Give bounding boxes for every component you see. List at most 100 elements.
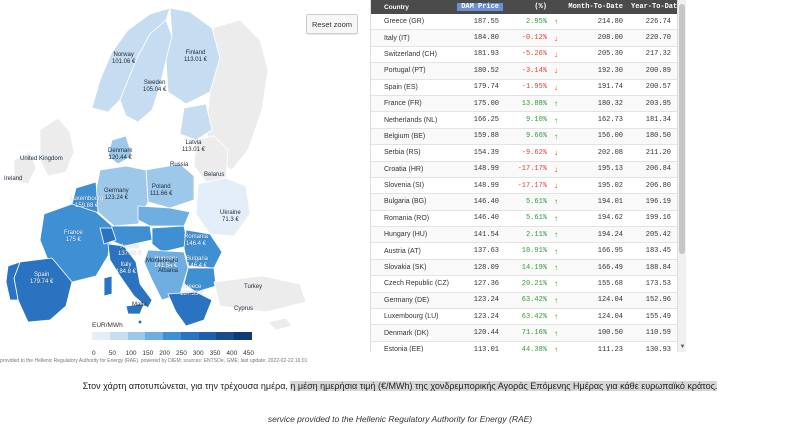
header-dam-price[interactable]: DAM Price	[457, 3, 503, 11]
cell-month-to-date: 194.24	[597, 230, 623, 239]
map-region-finland	[165, 7, 221, 105]
cell-month-to-date: 195.13	[597, 165, 623, 174]
map-region-united-kingdom	[39, 117, 75, 177]
cell-country: Belgium (BE)	[384, 132, 426, 140]
cell-dam-price: 159.88	[473, 132, 499, 141]
legend-tick: 250	[175, 350, 187, 357]
cell-country: Germany (DE)	[384, 296, 430, 304]
cell-year-to-date: 173.53	[645, 279, 671, 288]
cell-month-to-date: 180.32	[597, 99, 623, 108]
table-row[interactable]: Slovakia (SK) 128.09 14.19% ↑ 166.49 188.84	[371, 259, 686, 277]
cell-pct-change: 13.88%	[521, 99, 547, 108]
map-region-baltics	[179, 103, 213, 141]
legend-tick: 400	[226, 350, 238, 357]
table-row[interactable]: Romania (RO) 146.40 5.61% ↑ 194.62 199.16	[371, 211, 686, 228]
cell-month-to-date: 166.49	[597, 263, 623, 272]
cell-pct-change: -5.26%	[521, 50, 547, 59]
legend-color-scale	[92, 332, 253, 340]
table-header: Country DAM Price (%) Month-To-Date Year…	[371, 0, 686, 14]
map-region-greece	[167, 291, 213, 327]
cell-country: Croatia (HR)	[384, 165, 424, 173]
arrow-down-icon: ↓	[554, 181, 558, 191]
map-region-cyprus	[267, 317, 293, 331]
arrow-down-icon: ↓	[554, 164, 558, 174]
cell-year-to-date: 180.50	[645, 132, 671, 141]
cell-dam-price: 113.01	[473, 345, 499, 353]
arrow-up-icon: ↑	[554, 345, 558, 352]
legend-tick: 200	[159, 350, 171, 357]
cell-country: Portugal (PT)	[384, 67, 426, 75]
table-row[interactable]: Portugal (PT) 180.52 -3.14% ↓ 192.30 200.89	[371, 63, 686, 80]
arrow-up-icon: ↑	[554, 115, 558, 125]
table-row[interactable]: Hungary (HU) 141.54 2.11% ↑ 194.24 205.42	[371, 227, 686, 244]
cell-country: Serbia (RS)	[384, 149, 421, 157]
legend-swatch	[216, 332, 235, 340]
table-row[interactable]: France (FR) 175.00 13.88% ↑ 180.32 203.95	[371, 95, 686, 113]
cell-country: Italy (IT)	[384, 34, 410, 42]
table-row[interactable]: Netherlands (NL) 166.25 9.10% ↑ 162.73 181.34	[371, 112, 686, 129]
table-row[interactable]: Serbia (RS) 154.39 -9.62% ↓ 202.08 211.20	[371, 145, 686, 162]
table-row[interactable]: Bulgaria (BG) 146.40 5.61% ↑ 194.01 196.19	[371, 194, 686, 211]
cell-pct-change: 2.95%	[525, 17, 547, 26]
arrow-up-icon: ↑	[554, 213, 558, 223]
header-pct[interactable]: (%)	[534, 3, 547, 11]
legend-swatch	[180, 332, 199, 340]
cell-pct-change: -17.17%	[517, 181, 547, 190]
map-region-ireland	[13, 151, 37, 185]
table-row[interactable]: Germany (DE) 123.24 63.42% ↑ 124.04 152.96	[371, 292, 686, 310]
table-row[interactable]: Czech Republic (CZ) 127.36 20.21% ↑ 155.68 17…	[371, 276, 686, 293]
table-row[interactable]: Austria (AT) 137.63 18.91% ↑ 166.95 183.45	[371, 243, 686, 260]
table-row[interactable]: Belgium (BE) 159.88 9.66% ↑ 156.00 180.50	[371, 128, 686, 146]
cell-pct-change: 9.10%	[525, 116, 547, 125]
header-month-to-date[interactable]: Month-To-Date	[568, 3, 623, 11]
header-country[interactable]: Country	[384, 3, 409, 11]
cell-dam-price: 148.99	[473, 165, 499, 174]
cell-dam-price: 184.80	[473, 34, 499, 43]
scroll-down-arrow-icon[interactable]: ▼	[679, 344, 686, 350]
map-region-hungary	[151, 225, 189, 253]
map-region-russia	[205, 19, 269, 171]
map-label-norway: Norway 101.06 €	[112, 52, 136, 65]
cell-year-to-date: 196.19	[645, 197, 671, 206]
legend-swatch	[127, 332, 146, 340]
table-scrollbar[interactable]: ▼	[677, 0, 686, 352]
map-label-ukraine: Ukraine 71.3 €	[220, 210, 241, 223]
arrow-up-icon: ↑	[554, 197, 558, 207]
table-row[interactable]: Luxembourg (LU) 123.24 63.42% ↑ 124.04 155.49	[371, 309, 686, 326]
europe-map[interactable]	[0, 0, 366, 366]
arrow-down-icon: ↓	[554, 148, 558, 158]
cell-pct-change: -3.14%	[521, 66, 547, 75]
legend-tick: 350	[209, 350, 221, 357]
cell-pct-change: 5.61%	[525, 197, 547, 206]
map-label-belarus: Belarus	[204, 172, 225, 178]
table-row[interactable]: Italy (IT) 184.80 -0.12% ↓ 208.00 220.70	[371, 30, 686, 47]
legend-swatch	[234, 332, 253, 340]
reset-zoom-button[interactable]: Reset zoom	[306, 14, 358, 34]
cell-pct-change: 71.16%	[521, 329, 547, 338]
arrow-up-icon: ↑	[554, 263, 558, 273]
table-row[interactable]: Estonia (EE) 113.01 44.38% ↑ 111.23 130.93	[371, 342, 686, 352]
table-row[interactable]: Switzerland (CH) 181.93 -5.26% ↓ 205.30 217.3…	[371, 47, 686, 64]
map-region-malta	[138, 320, 142, 324]
price-map[interactable]: Reset zoom Norway 101.06 € Finland 113.01 …	[0, 0, 366, 366]
header-year-to-date[interactable]: Year-To-Date	[631, 3, 682, 11]
cell-year-to-date: 205.42	[645, 230, 671, 239]
cell-country: France (FR)	[384, 100, 422, 108]
map-label-finland: Finland 113.01 €	[184, 50, 207, 63]
legend-swatch	[198, 332, 217, 340]
table-row[interactable]: Denmark (DK) 120.44 71.16% ↑ 100.50 110.59	[371, 325, 686, 342]
arrow-up-icon: ↑	[554, 246, 558, 256]
description-highlight: η μέση ημερήσια τιμή (€/MWh) της χονδρεμ…	[290, 381, 718, 391]
cell-dam-price: 123.24	[473, 296, 499, 305]
cell-pct-change: 18.91%	[521, 247, 547, 256]
scroll-thumb[interactable]	[679, 4, 685, 254]
price-table[interactable]: Country DAM Price (%) Month-To-Date Year…	[370, 0, 686, 352]
legend-swatch	[109, 332, 128, 340]
table-row[interactable]: Spain (ES) 179.74 -1.95% ↓ 191.74 200.57	[371, 80, 686, 96]
table-row[interactable]: Croatia (HR) 148.99 -17.17% ↓ 195.13 206.84	[371, 161, 686, 178]
arrow-up-icon: ↑	[554, 279, 558, 289]
table-row[interactable]: Slovenia (SI) 148.99 -17.17% ↓ 195.02 206.80	[371, 178, 686, 195]
cell-year-to-date: 206.80	[645, 181, 671, 190]
table-row[interactable]: Greece (GR) 187.55 2.95% ↑ 214.80 226.74	[371, 14, 686, 31]
cell-pct-change: 63.42%	[521, 296, 547, 305]
